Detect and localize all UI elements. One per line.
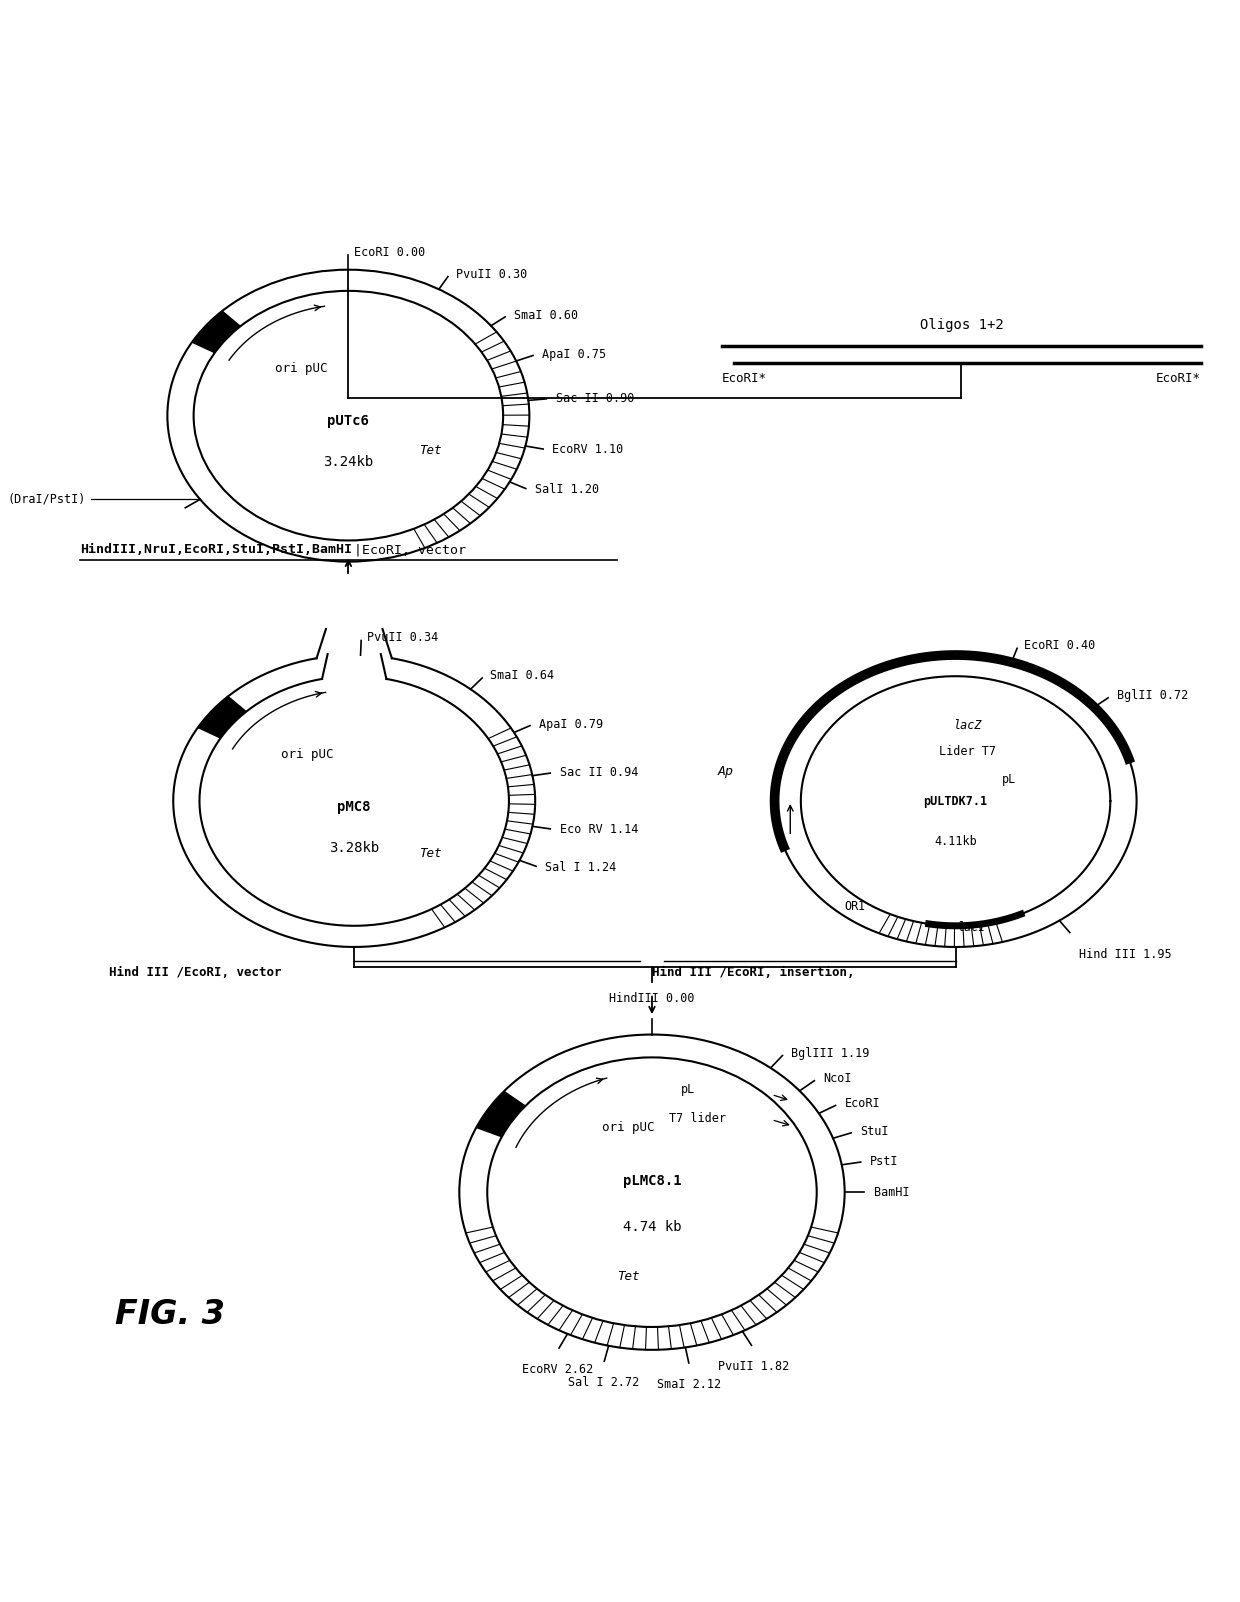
Text: BamHI: BamHI [874, 1185, 909, 1198]
Text: Hind III /EcoRI, insertion,: Hind III /EcoRI, insertion, [652, 966, 854, 979]
Text: 3.28kb: 3.28kb [329, 841, 379, 855]
Text: EcoRI 0.00: EcoRI 0.00 [355, 245, 425, 258]
Text: ApaI 0.79: ApaI 0.79 [539, 718, 603, 731]
Text: Eco RV 1.14: Eco RV 1.14 [559, 823, 639, 836]
Text: Tet: Tet [419, 444, 441, 457]
Text: PvuII 0.34: PvuII 0.34 [367, 631, 439, 644]
Text: pL: pL [681, 1083, 696, 1096]
Text: Sac II 0.94: Sac II 0.94 [559, 766, 639, 779]
Text: lacI: lacI [957, 921, 986, 934]
Text: HindIII,NruI,EcoRI,StuI,PstI,BamHI: HindIII,NruI,EcoRI,StuI,PstI,BamHI [79, 543, 352, 556]
Text: lacZ: lacZ [954, 719, 982, 732]
Text: Hind III 1.95: Hind III 1.95 [1079, 948, 1172, 961]
Text: pULTDK7.1: pULTDK7.1 [924, 795, 987, 807]
Text: StuI: StuI [861, 1125, 889, 1139]
Text: pUTc6: pUTc6 [327, 415, 370, 428]
Text: 3.24kb: 3.24kb [324, 455, 373, 469]
Text: ApaI 0.75: ApaI 0.75 [542, 348, 606, 360]
Text: SmaI 2.12: SmaI 2.12 [657, 1378, 722, 1391]
Text: pMC8: pMC8 [337, 799, 371, 814]
Text: Sal I 1.24: Sal I 1.24 [546, 860, 616, 875]
Text: BglII 0.72: BglII 0.72 [1117, 689, 1188, 702]
Text: EcoRI*: EcoRI* [722, 372, 768, 386]
Text: ORI: ORI [844, 900, 866, 913]
Text: EcoRV 2.62: EcoRV 2.62 [522, 1363, 593, 1376]
Text: T7 lider: T7 lider [670, 1112, 727, 1125]
Polygon shape [197, 695, 247, 739]
Text: pLMC8.1: pLMC8.1 [622, 1174, 681, 1187]
Text: Sac II 0.90: Sac II 0.90 [556, 392, 634, 405]
Text: PvuII 1.82: PvuII 1.82 [718, 1360, 789, 1373]
Text: ori pUC: ori pUC [275, 362, 327, 375]
Text: HindIII 0.00: HindIII 0.00 [609, 992, 694, 1006]
Text: ori pUC: ori pUC [603, 1121, 655, 1134]
Text: |EcoRI, vector: |EcoRI, vector [355, 543, 466, 556]
Text: Tet: Tet [419, 847, 441, 860]
Text: Sal I 2.72: Sal I 2.72 [568, 1376, 639, 1389]
Polygon shape [192, 311, 241, 354]
Text: 4.11kb: 4.11kb [934, 835, 977, 849]
Text: Hind III /EcoRI, vector: Hind III /EcoRI, vector [109, 966, 281, 979]
Text: Oligos 1+2: Oligos 1+2 [920, 317, 1003, 332]
Text: EcoRI*: EcoRI* [1156, 372, 1200, 386]
Text: SalI 1.20: SalI 1.20 [534, 484, 599, 497]
Text: EcoRV 1.10: EcoRV 1.10 [553, 444, 624, 457]
Text: EcoRI: EcoRI [844, 1097, 880, 1110]
Text: NcoI: NcoI [823, 1072, 852, 1085]
Text: PvuII 0.30: PvuII 0.30 [455, 268, 527, 280]
Text: Tet: Tet [618, 1270, 640, 1283]
Text: FIG. 3: FIG. 3 [115, 1298, 224, 1331]
Text: PstI: PstI [870, 1155, 899, 1168]
Text: SmaI 0.60: SmaI 0.60 [513, 309, 578, 322]
Text: 4.74 kb: 4.74 kb [622, 1221, 681, 1234]
Text: ori pUC: ori pUC [281, 748, 334, 761]
Polygon shape [476, 1091, 526, 1137]
Text: EcoRI 0.40: EcoRI 0.40 [1024, 639, 1095, 652]
Text: Lider T7: Lider T7 [939, 745, 996, 758]
Text: pL: pL [1002, 772, 1017, 785]
Text: (DraI/PstI): (DraI/PstI) [7, 493, 86, 506]
Text: SmaI 0.64: SmaI 0.64 [490, 670, 554, 682]
Text: BglIII 1.19: BglIII 1.19 [791, 1046, 869, 1059]
Text: Ap: Ap [718, 766, 734, 779]
